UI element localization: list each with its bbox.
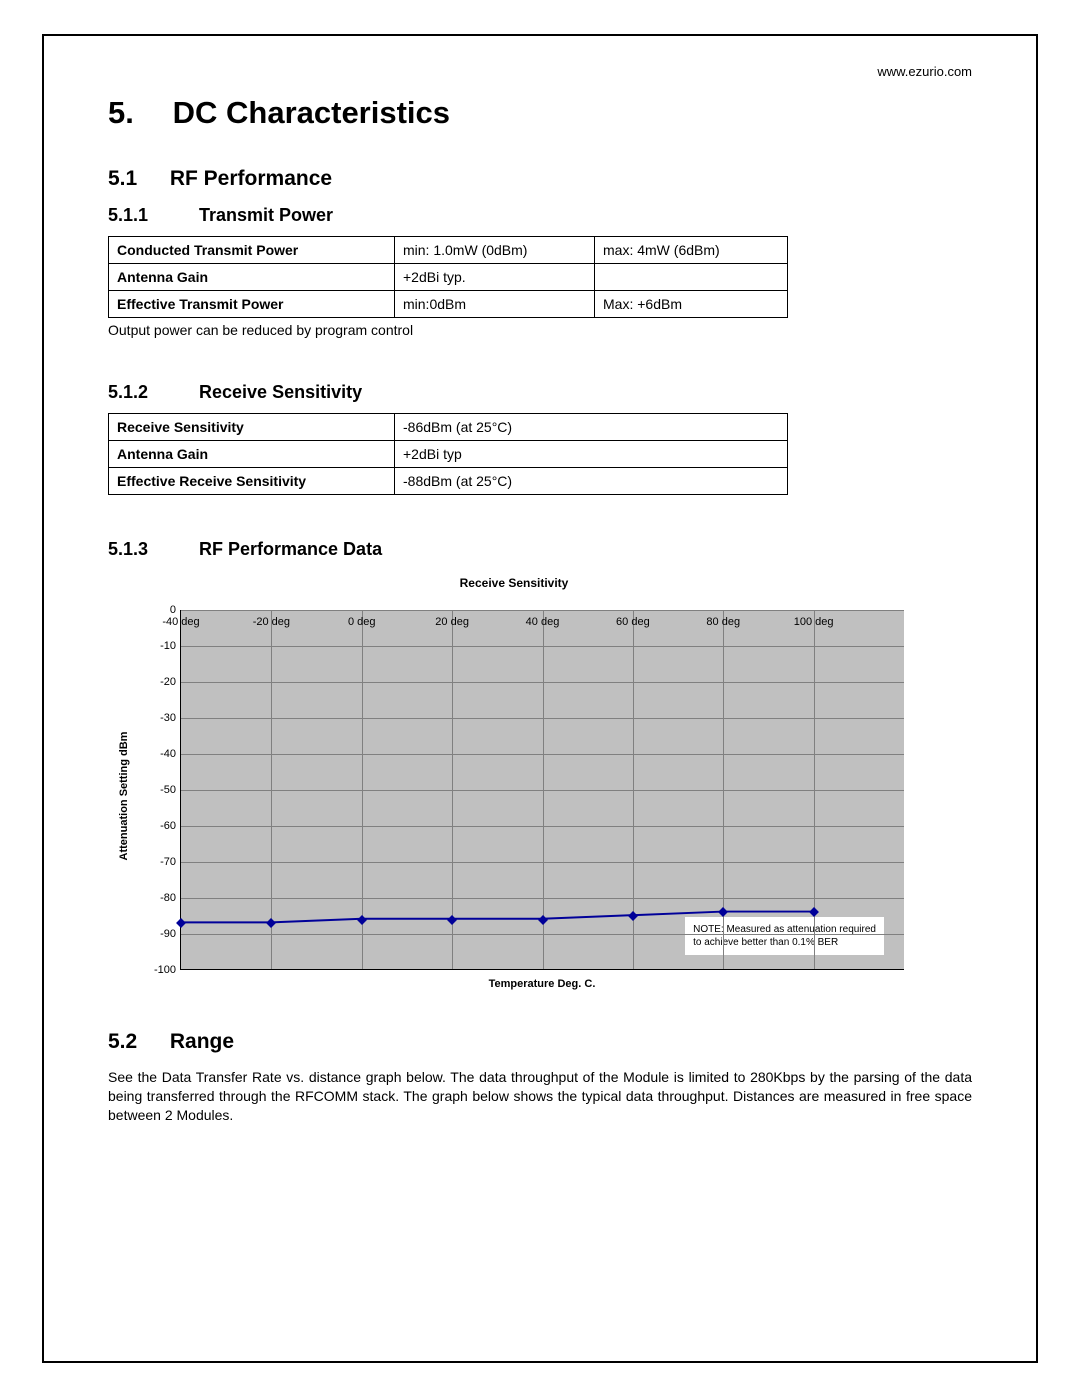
range-body-text: See the Data Transfer Rate vs. distance … (108, 1068, 972, 1125)
y-axis-label-wrap: Attenuation Setting dBm (124, 610, 144, 970)
transmit-power-table: Conducted Transmit Powermin: 1.0mW (0dBm… (108, 236, 788, 318)
y-tick-label: -20 (160, 676, 176, 688)
subsubsection-number: 5.1.3 (108, 539, 194, 560)
chart-title: Receive Sensitivity (124, 576, 904, 590)
table-row: Antenna Gain+2dBi typ. (109, 264, 788, 291)
table-cell-label: Receive Sensitivity (109, 414, 395, 441)
chart-note-box: NOTE: Measured as attenuation required t… (685, 917, 884, 955)
subsection-5-2: 5.2 Range (108, 1030, 972, 1054)
table-cell: -88dBm (at 25°C) (395, 468, 788, 495)
chart-container: Receive Sensitivity Attenuation Setting … (124, 576, 904, 990)
table-row: Effective Receive Sensitivity-88dBm (at … (109, 468, 788, 495)
subsection-title: Range (170, 1030, 234, 1053)
x-tick-label: 40 deg (526, 616, 560, 628)
subsubsection-title: Receive Sensitivity (199, 382, 362, 402)
table-cell: -86dBm (at 25°C) (395, 414, 788, 441)
receive-sensitivity-table: Receive Sensitivity-86dBm (at 25°C)Anten… (108, 413, 788, 495)
subsection-number: 5.2 (108, 1030, 164, 1054)
table-cell: +2dBi typ. (395, 264, 595, 291)
y-axis-label: Attenuation Setting dBm (118, 732, 130, 861)
subsubsection-5-1-2: 5.1.2 Receive Sensitivity (108, 382, 972, 403)
x-tick-label: 100 deg (794, 616, 834, 628)
page-frame: www.ezurio.com 5. DC Characteristics 5.1… (42, 34, 1038, 1363)
y-tick-label: -30 (160, 712, 176, 724)
y-tick-label: 0 (170, 604, 176, 616)
chart-note-line2: to achieve better than 0.1% BER (693, 937, 838, 948)
subsection-number: 5.1 (108, 167, 164, 191)
chart-plot-area: NOTE: Measured as attenuation required t… (180, 610, 904, 970)
x-tick-label: 0 deg (348, 616, 376, 628)
section-title: DC Characteristics (173, 95, 450, 130)
subsubsection-title: Transmit Power (199, 205, 333, 225)
table-cell: max: 4mW (6dBm) (595, 237, 788, 264)
y-tick-label: -70 (160, 856, 176, 868)
x-tick-label: 60 deg (616, 616, 650, 628)
y-tick-label: -50 (160, 784, 176, 796)
table-cell: Max: +6dBm (595, 291, 788, 318)
y-tick-label: -10 (160, 640, 176, 652)
table-cell: min:0dBm (395, 291, 595, 318)
header-url: www.ezurio.com (108, 64, 972, 79)
table-cell: min: 1.0mW (0dBm) (395, 237, 595, 264)
table-cell-label: Antenna Gain (109, 441, 395, 468)
y-tick-label: -100 (154, 964, 176, 976)
subsection-5-1: 5.1 RF Performance (108, 167, 972, 191)
transmit-power-footnote: Output power can be reduced by program c… (108, 322, 972, 338)
section-number: 5. (108, 95, 164, 131)
y-tick-column: 0-10-20-30-40-50-60-70-80-90-100 (144, 610, 180, 970)
table-cell (595, 264, 788, 291)
subsubsection-5-1-3: 5.1.3 RF Performance Data (108, 539, 972, 560)
x-axis-label: Temperature Deg. C. (124, 978, 904, 990)
x-tick-label: 80 deg (706, 616, 740, 628)
y-tick-label: -40 (160, 748, 176, 760)
subsubsection-title: RF Performance Data (199, 539, 382, 559)
table-row: Antenna Gain+2dBi typ (109, 441, 788, 468)
y-tick-label: -60 (160, 820, 176, 832)
gridline-vertical (271, 610, 272, 969)
subsubsection-number: 5.1.2 (108, 382, 194, 403)
subsubsection-5-1-1: 5.1.1 Transmit Power (108, 205, 972, 226)
table-row: Effective Transmit Powermin:0dBmMax: +6d… (109, 291, 788, 318)
table-cell-label: Antenna Gain (109, 264, 395, 291)
table-cell-label: Effective Transmit Power (109, 291, 395, 318)
table-row: Conducted Transmit Powermin: 1.0mW (0dBm… (109, 237, 788, 264)
x-tick-label: -20 deg (253, 616, 290, 628)
x-tick-label: -40 deg (162, 616, 199, 628)
subsubsection-number: 5.1.1 (108, 205, 194, 226)
table-cell-label: Conducted Transmit Power (109, 237, 395, 264)
y-tick-label: -90 (160, 928, 176, 940)
y-tick-label: -80 (160, 892, 176, 904)
table-cell-label: Effective Receive Sensitivity (109, 468, 395, 495)
table-cell: +2dBi typ (395, 441, 788, 468)
section-heading: 5. DC Characteristics (108, 95, 972, 131)
x-tick-label: 20 deg (435, 616, 469, 628)
table-row: Receive Sensitivity-86dBm (at 25°C) (109, 414, 788, 441)
subsection-title: RF Performance (170, 167, 332, 190)
